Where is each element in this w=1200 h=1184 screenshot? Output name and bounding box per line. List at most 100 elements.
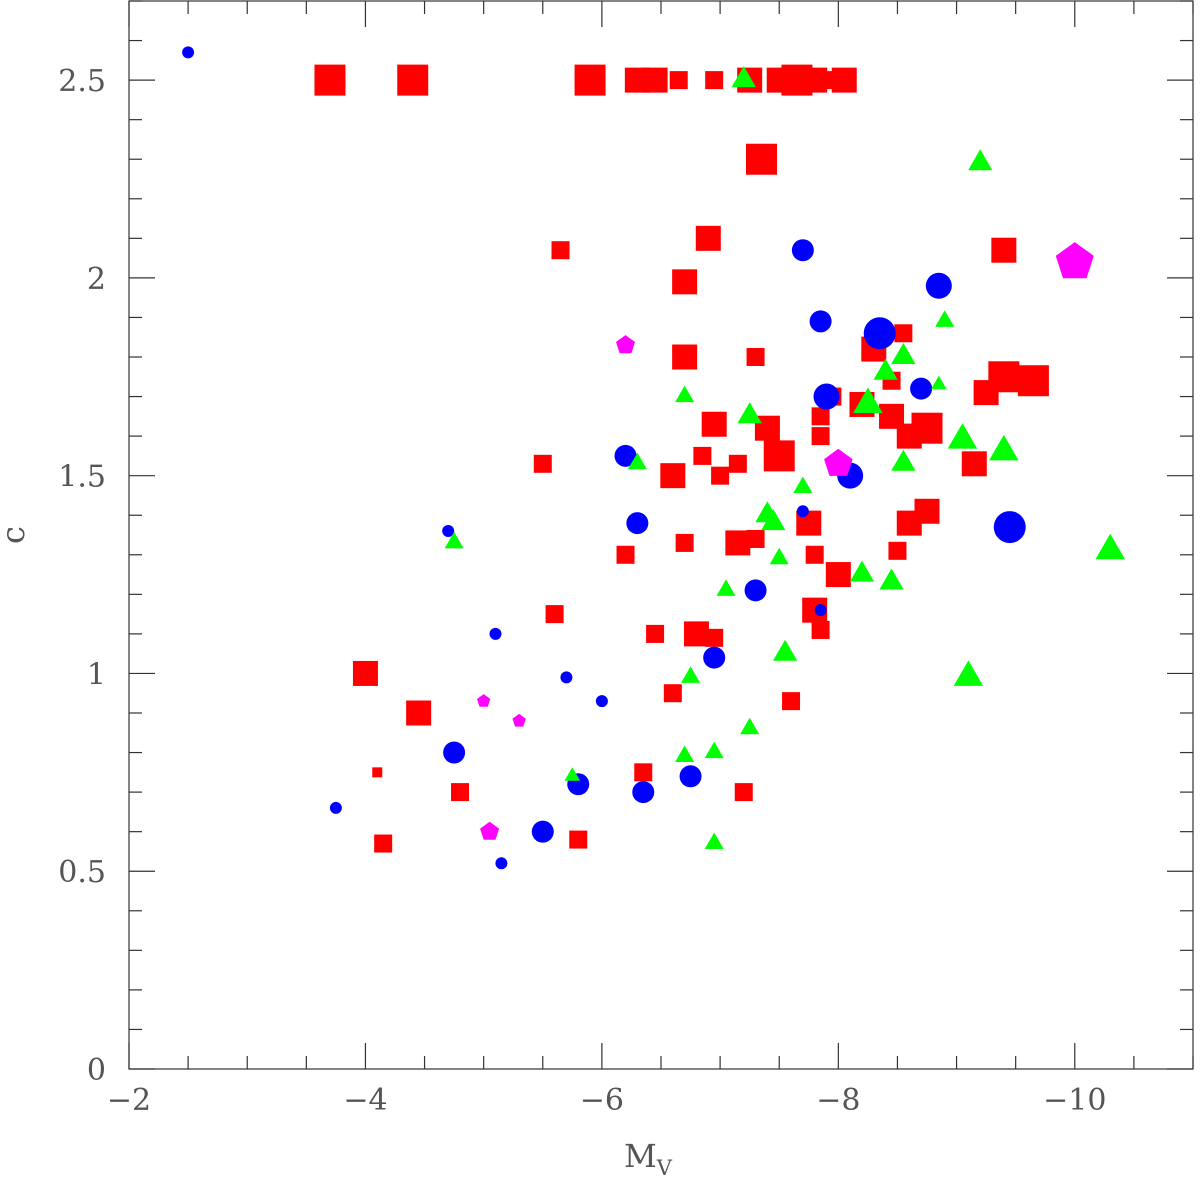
triangle-point <box>716 579 736 596</box>
circle-point <box>442 525 455 538</box>
square-point <box>746 529 765 548</box>
circle-point <box>632 781 655 804</box>
triangle-point <box>879 568 904 590</box>
square-point <box>663 684 682 703</box>
circle-point <box>863 317 896 350</box>
circle-point <box>329 801 342 814</box>
square-point <box>374 834 393 853</box>
square-point <box>701 411 727 437</box>
square-point <box>1017 365 1049 397</box>
axis-ticks <box>128 0 1194 1070</box>
square-point <box>314 64 346 96</box>
triangle-point <box>737 402 762 424</box>
square-point <box>672 344 698 370</box>
x-tick-label: −2 <box>107 1083 151 1118</box>
triangle-point <box>681 666 701 683</box>
triangle-point <box>953 660 984 686</box>
triangle-point <box>935 310 955 327</box>
square-point <box>675 533 694 552</box>
triangle-point <box>627 452 647 470</box>
y-tick-label: 1.5 <box>58 460 106 495</box>
square-point <box>988 361 1020 393</box>
triangle-point <box>731 66 756 88</box>
square-point <box>397 64 429 96</box>
x-axis-label-main: M <box>624 1137 657 1175</box>
triangle-point <box>931 375 947 390</box>
triangle-point <box>793 476 813 493</box>
triangle-point <box>989 434 1019 461</box>
pentagon-point <box>512 713 526 727</box>
x-tick-label: −4 <box>343 1083 387 1118</box>
square-point <box>831 67 857 93</box>
square-point <box>705 71 724 90</box>
circle-point <box>560 671 573 684</box>
triangle-point <box>1095 533 1125 560</box>
circle-point <box>614 444 637 467</box>
x-axis-label-subscript: V <box>656 1156 673 1180</box>
pentagon-point <box>824 448 853 476</box>
circle-point <box>443 741 466 764</box>
triangle-point <box>761 509 786 531</box>
square-point <box>711 466 730 485</box>
circle-point <box>182 46 195 59</box>
circle-point <box>489 627 502 640</box>
square-point <box>728 454 747 473</box>
circle-point <box>595 695 608 708</box>
x-tick-label: −6 <box>580 1083 624 1118</box>
triangle-point <box>891 449 916 471</box>
square-point <box>683 621 709 647</box>
triangle-point <box>740 717 760 735</box>
square-point <box>763 440 795 472</box>
axis-tick-labels: −2 −4 −6 −8 −10 0 0.5 1 1.5 2 2.5 <box>58 64 1106 1118</box>
y-tick-label: 1 <box>87 657 106 692</box>
square-point <box>914 498 940 524</box>
triangle-point <box>891 343 916 364</box>
square-point <box>406 700 432 726</box>
square-point <box>533 454 552 473</box>
square-point <box>634 763 653 782</box>
x-tick-label: −10 <box>1043 1083 1106 1118</box>
square-point <box>672 269 698 295</box>
pentagon-point <box>616 335 635 354</box>
square-point <box>825 562 851 588</box>
square-point <box>669 71 688 90</box>
square-point <box>451 783 470 802</box>
square-point <box>745 143 777 175</box>
triangle-point <box>968 149 993 171</box>
circle-point <box>531 820 554 843</box>
square-point <box>734 783 753 802</box>
square-point <box>725 530 751 556</box>
circle-point <box>791 239 814 262</box>
square-point <box>372 767 383 778</box>
y-tick-label: 0 <box>87 1053 106 1088</box>
y-tick-label: 2.5 <box>58 64 106 99</box>
square-point <box>646 624 665 643</box>
y-tick-label: 0.5 <box>58 855 106 890</box>
square-point <box>894 324 913 343</box>
square-point <box>802 67 828 93</box>
square-point <box>693 446 712 465</box>
square-point <box>551 241 570 260</box>
circle-point <box>813 383 840 410</box>
square-point <box>642 67 668 93</box>
triangle-point <box>853 387 883 413</box>
triangle-point <box>675 745 695 762</box>
square-point <box>811 407 830 426</box>
square-point <box>569 830 588 849</box>
square-point <box>782 692 801 711</box>
y-tick-label: 2 <box>87 262 106 297</box>
triangle-point <box>947 423 978 449</box>
triangle-point <box>675 385 695 403</box>
circle-point <box>796 505 809 518</box>
square-point <box>660 463 686 489</box>
square-point <box>911 412 943 444</box>
circle-point <box>910 377 933 400</box>
plot-frame <box>128 0 1194 1070</box>
square-point <box>705 628 724 647</box>
circle-point <box>744 579 767 602</box>
triangle-point <box>444 531 464 549</box>
square-point <box>805 545 824 564</box>
circle-point <box>703 646 726 669</box>
triangle-point <box>873 358 898 380</box>
